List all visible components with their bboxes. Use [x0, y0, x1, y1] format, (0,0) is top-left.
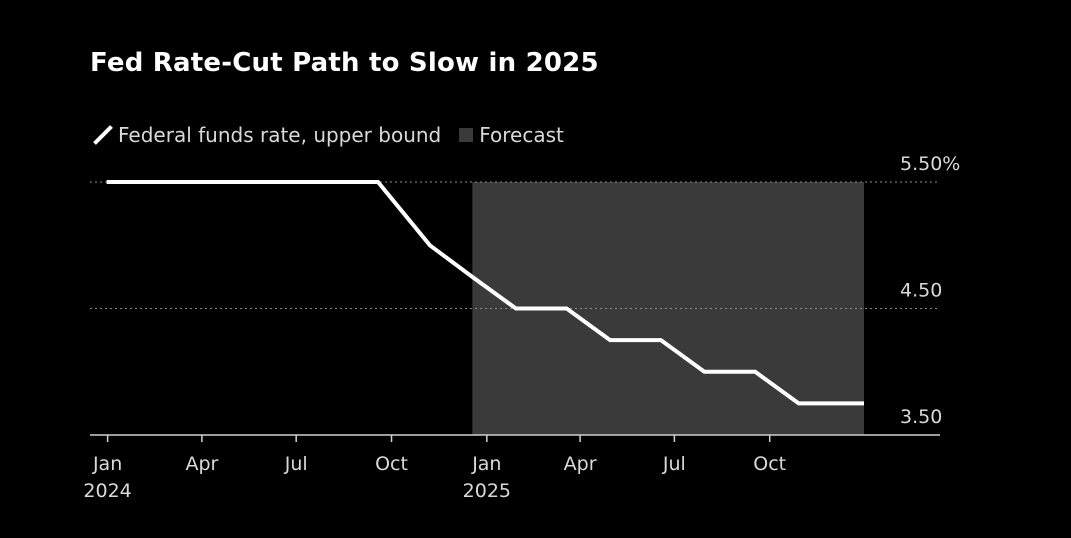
- y-tick-label: 3.50: [900, 406, 942, 428]
- x-tick-label: Oct: [753, 453, 786, 475]
- x-tick-year-label: 2025: [463, 480, 511, 502]
- x-tick-label: Apr: [564, 453, 597, 475]
- x-tick-label: Jul: [662, 453, 686, 475]
- x-tick-label: Apr: [185, 453, 218, 475]
- series-line-fed-funds: [106, 180, 864, 406]
- legend-item-forecast: Forecast: [459, 123, 564, 147]
- x-tick-label: Jan: [471, 453, 501, 475]
- forecast-swatch-icon: [459, 128, 474, 142]
- series-layer: [106, 180, 864, 406]
- y-tick-label: 5.50%: [900, 153, 960, 175]
- y-axis-labels: 5.50% 4.50 3.50: [900, 153, 960, 428]
- x-tick-label: Jul: [284, 453, 308, 475]
- chart-legend: Federal funds rate, upper bound Forecast: [90, 121, 582, 149]
- x-tick-label: Oct: [375, 453, 408, 475]
- x-axis: Jan 2024 Apr Jul Oct Jan 2025 Apr Jul Oct: [83, 434, 940, 502]
- y-tick-label: 4.50: [900, 280, 942, 302]
- chart-title: Fed Rate-Cut Path to Slow in 2025: [90, 48, 599, 78]
- legend-label-rate: Federal funds rate, upper bound: [118, 123, 442, 147]
- x-tick-year-label: 2024: [83, 480, 131, 502]
- x-tick-label: Jan: [92, 453, 122, 475]
- legend-label-forecast: Forecast: [479, 123, 564, 147]
- legend-item-rate: Federal funds rate, upper bound: [90, 123, 441, 147]
